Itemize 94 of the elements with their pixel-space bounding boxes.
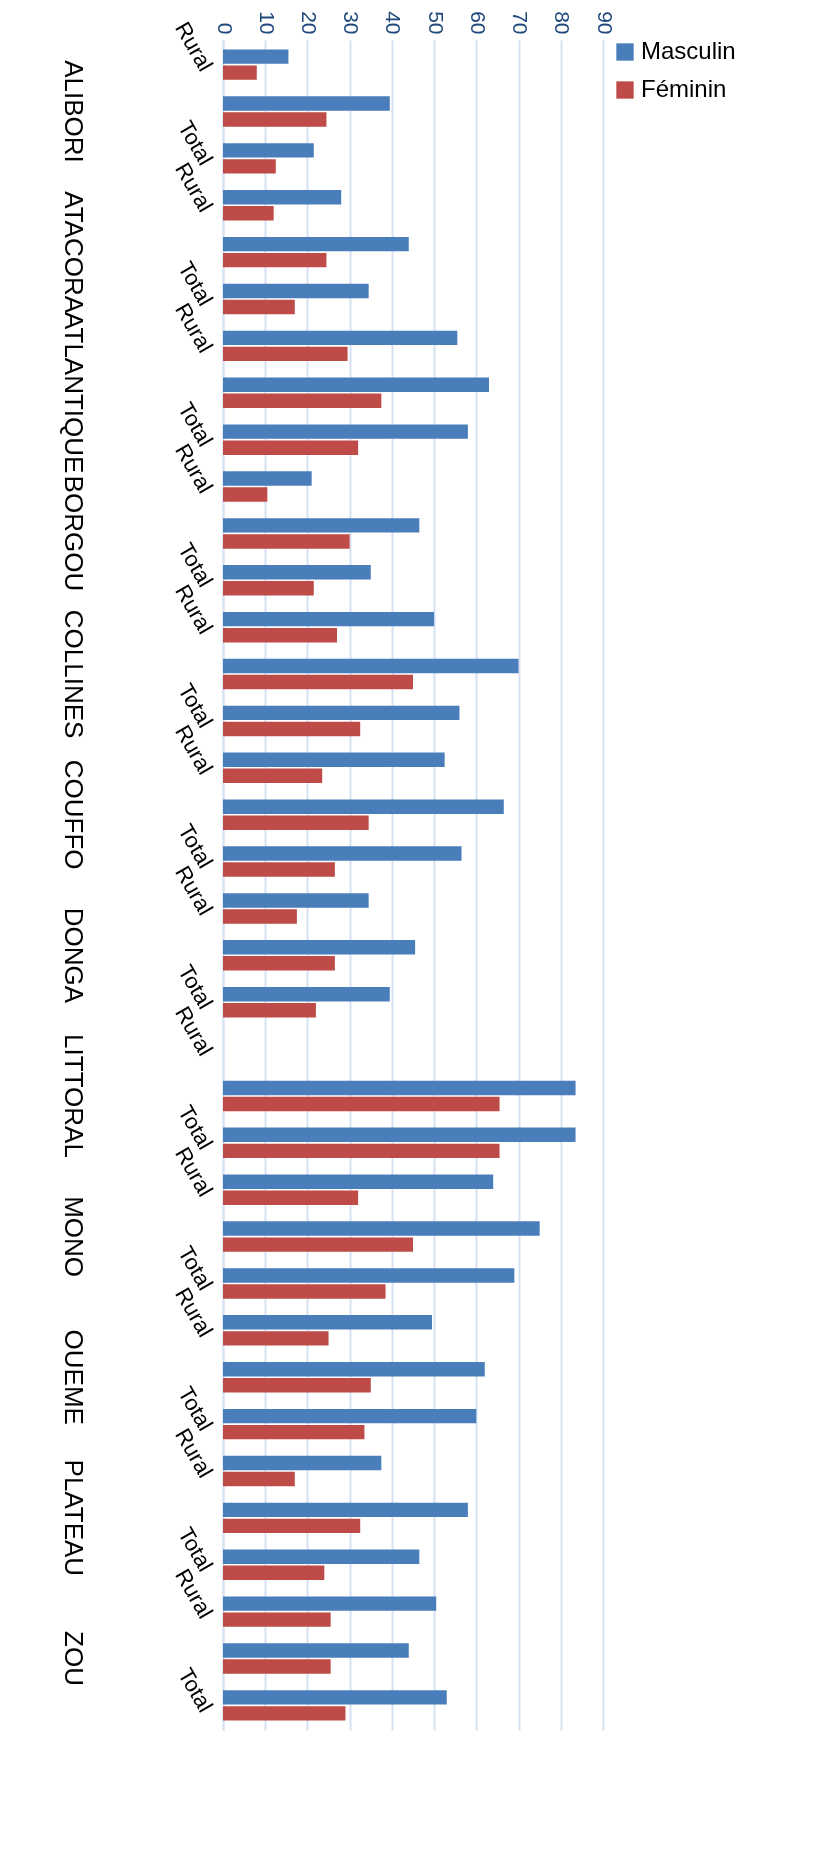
bar xyxy=(223,190,342,205)
bar xyxy=(223,393,382,408)
x-tick-label: 20 xyxy=(297,11,321,35)
bar xyxy=(223,487,268,502)
bar xyxy=(223,1471,295,1487)
bar xyxy=(223,252,327,268)
bar xyxy=(223,1612,331,1627)
x-tick-label: 40 xyxy=(382,11,406,35)
bar xyxy=(223,1408,477,1424)
bar xyxy=(223,1518,361,1534)
text: ALIBORI xyxy=(59,60,89,163)
bar xyxy=(223,1362,485,1377)
bar xyxy=(223,159,276,174)
bar xyxy=(223,1565,325,1580)
text: ZOU xyxy=(59,1631,89,1686)
bar xyxy=(223,1237,413,1252)
bar xyxy=(223,1690,447,1705)
x-tick-label: 0 xyxy=(213,22,237,35)
bar xyxy=(223,471,312,486)
bar xyxy=(223,1455,382,1471)
bar xyxy=(223,1378,371,1393)
bar xyxy=(223,1190,359,1205)
text: OUEME xyxy=(59,1329,89,1425)
bar xyxy=(223,940,416,955)
bar xyxy=(223,1096,500,1112)
bar xyxy=(223,1596,437,1611)
text: MONO xyxy=(59,1196,89,1278)
bar xyxy=(223,581,314,596)
bar xyxy=(223,299,295,315)
x-tick-label: 30 xyxy=(340,11,364,35)
bar xyxy=(223,1549,420,1564)
legend-label: Masculin xyxy=(641,37,736,64)
bar xyxy=(223,986,390,1002)
bar xyxy=(223,1174,494,1189)
bar xyxy=(223,1127,576,1143)
x-tick-label: 10 xyxy=(255,11,279,35)
bar xyxy=(223,1003,316,1018)
bar xyxy=(223,112,327,127)
text: DONGA xyxy=(59,907,89,1004)
bar xyxy=(223,846,462,861)
x-tick-label: 70 xyxy=(509,11,533,35)
bar xyxy=(223,236,409,252)
text: LITTORAL xyxy=(59,1034,89,1158)
text: ATLANTIQUE xyxy=(59,312,89,474)
bar xyxy=(223,1706,346,1721)
text: ATACORA xyxy=(59,191,89,314)
bar xyxy=(223,611,435,627)
bar xyxy=(223,1080,576,1096)
bar xyxy=(223,658,519,674)
text: COLLINES xyxy=(59,609,89,739)
bar xyxy=(223,1284,386,1299)
text: COUFFO xyxy=(59,759,89,870)
bar xyxy=(223,815,369,830)
bar xyxy=(223,1221,540,1236)
bar xyxy=(223,799,504,814)
bar xyxy=(223,721,361,737)
bar xyxy=(223,1424,365,1440)
bar xyxy=(223,283,369,299)
bar xyxy=(223,330,458,346)
bar xyxy=(223,752,445,767)
bar xyxy=(223,377,489,392)
bar xyxy=(223,65,257,80)
text: PLATEAU xyxy=(59,1459,89,1577)
bar xyxy=(223,1502,468,1518)
bar xyxy=(223,862,335,877)
bar xyxy=(223,909,297,924)
bar xyxy=(223,1315,432,1330)
bar xyxy=(223,705,460,721)
bar xyxy=(223,1331,329,1346)
bar xyxy=(223,1143,500,1159)
x-tick-label: 60 xyxy=(466,11,490,35)
bar xyxy=(223,627,337,643)
bar xyxy=(223,768,323,784)
bar xyxy=(223,1643,409,1658)
bar xyxy=(223,518,420,533)
legend-label: Féminin xyxy=(641,75,727,102)
x-tick-label: 90 xyxy=(593,11,617,35)
bar xyxy=(223,96,390,111)
bar xyxy=(223,565,371,580)
bar xyxy=(223,143,314,158)
bar xyxy=(223,49,289,64)
bar xyxy=(223,674,413,690)
bar xyxy=(223,893,369,908)
bar xyxy=(223,424,468,439)
bar xyxy=(223,534,350,549)
bar xyxy=(223,956,335,971)
x-tick-label: 80 xyxy=(551,11,575,35)
bar xyxy=(223,346,348,362)
bar xyxy=(223,440,359,455)
bar xyxy=(223,1268,515,1283)
bar xyxy=(223,1659,331,1674)
text: BORGOU xyxy=(59,475,89,592)
x-tick-label: 50 xyxy=(424,11,448,35)
bar xyxy=(223,206,274,221)
